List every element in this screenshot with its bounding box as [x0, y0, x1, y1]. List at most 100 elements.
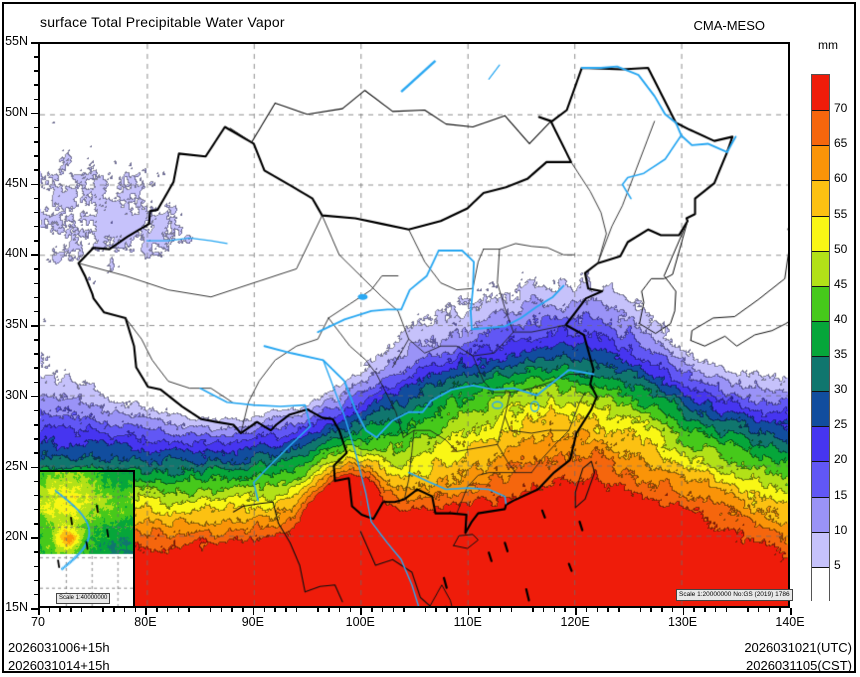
x-tick-minor: [639, 608, 642, 612]
colorbar-segment[interactable]: [812, 145, 829, 181]
y-tick-minor: [34, 480, 38, 483]
x-tick-minor: [371, 608, 373, 612]
colorbar[interactable]: [811, 74, 830, 602]
map-raster: [40, 44, 788, 606]
x-tick-label: 90E: [241, 615, 264, 629]
y-tick-minor: [34, 84, 38, 86]
colorbar-tick-label: 50: [834, 241, 848, 256]
x-tick-minor: [693, 608, 695, 612]
x-tick-minor: [166, 608, 169, 612]
colorbar-segment[interactable]: [812, 215, 829, 251]
y-tick-minor: [34, 282, 38, 285]
y-tick-label: 50N: [5, 104, 28, 119]
y-tick-minor: [34, 98, 38, 101]
y-tick: [31, 254, 38, 256]
x-tick-minor: [59, 608, 61, 612]
x-tick-minor: [456, 608, 459, 612]
x-tick-minor: [263, 608, 266, 612]
y-tick-minor: [34, 268, 38, 270]
footer-valid-time-cst: 2026031105(CST): [746, 658, 852, 673]
y-tick-minor: [34, 579, 38, 582]
x-tick-minor: [349, 608, 352, 612]
colorbar-segment[interactable]: [812, 566, 829, 602]
y-tick: [31, 183, 38, 185]
y-tick-minor: [34, 353, 38, 355]
x-tick-label: 70: [31, 615, 45, 629]
colorbar-tick-label: 70: [834, 101, 848, 116]
x-tick: [252, 608, 255, 615]
colorbar-segment[interactable]: [812, 426, 829, 462]
x-tick-minor: [80, 608, 83, 612]
y-tick-minor: [34, 310, 38, 313]
colorbar-tick-label: 25: [834, 417, 848, 432]
y-tick: [31, 466, 38, 468]
x-tick-minor: [585, 608, 588, 612]
x-tick-minor: [489, 608, 491, 612]
colorbar-segment[interactable]: [812, 356, 829, 392]
page-title: surface Total Precipitable Water Vapor: [40, 14, 285, 30]
x-tick-minor: [70, 608, 72, 612]
y-tick-minor: [34, 508, 38, 511]
x-tick-minor: [220, 608, 223, 612]
x-tick-minor: [747, 608, 749, 612]
x-tick-minor: [725, 608, 728, 612]
y-tick-minor: [34, 56, 38, 58]
x-tick-minor: [188, 608, 190, 612]
y-tick: [31, 608, 38, 610]
main-map-scale-label: Scale 1:20000000 No:GS (2019) 1786: [676, 589, 793, 601]
x-tick: [145, 608, 147, 615]
colorbar-tick-label: 15: [834, 487, 848, 502]
x-tick-minor: [177, 608, 180, 612]
x-tick-minor: [435, 608, 437, 612]
x-tick-minor: [134, 608, 137, 612]
x-tick-minor: [532, 608, 534, 612]
y-tick-label: 35N: [5, 317, 28, 331]
y-tick-minor: [34, 593, 38, 596]
x-tick-minor: [768, 608, 770, 612]
y-tick-minor: [34, 141, 38, 143]
colorbar-segment[interactable]: [812, 110, 829, 146]
y-tick-minor: [34, 565, 38, 568]
x-tick-minor: [156, 608, 158, 612]
x-tick-minor: [123, 608, 126, 612]
colorbar-tick-label: 55: [834, 206, 848, 221]
model-label: CMA-MESO: [693, 18, 766, 33]
x-tick: [682, 608, 685, 615]
y-tick: [31, 537, 38, 539]
colorbar-segment[interactable]: [812, 496, 829, 532]
y-tick: [31, 325, 38, 327]
x-tick-minor: [564, 608, 566, 612]
x-tick-minor: [338, 608, 341, 612]
colorbar-segment[interactable]: [812, 461, 829, 497]
colorbar-tick-label: 20: [834, 452, 848, 467]
colorbar-segment[interactable]: [812, 320, 829, 357]
colorbar-tick-label: 10: [834, 522, 848, 537]
x-tick-minor: [231, 608, 233, 612]
x-tick-label: 110E: [453, 615, 482, 629]
map-plot-area[interactable]: [38, 42, 790, 608]
x-tick-label: 100E: [345, 615, 375, 629]
x-tick-minor: [317, 608, 319, 612]
colorbar-tick-label: 5: [834, 557, 841, 572]
y-tick-minor: [34, 225, 38, 228]
south-china-sea-inset[interactable]: Scale 1:40000000: [38, 470, 135, 608]
colorbar-segment[interactable]: [812, 285, 829, 321]
y-tick-label: 55N: [5, 34, 28, 48]
y-tick-minor: [34, 367, 38, 369]
x-tick-minor: [113, 608, 115, 612]
y-tick: [31, 42, 38, 44]
colorbar-segment[interactable]: [812, 250, 829, 286]
colorbar-segment[interactable]: [812, 531, 829, 567]
inset-scale-label: Scale 1:40000000: [56, 593, 111, 604]
x-tick-minor: [596, 608, 599, 612]
colorbar-tick-label: 60: [834, 171, 848, 186]
colorbar-segment[interactable]: [812, 75, 829, 111]
x-tick-minor: [618, 608, 620, 612]
colorbar-segment[interactable]: [812, 180, 829, 216]
y-tick-minor: [34, 169, 38, 171]
inset-raster: [40, 472, 133, 606]
y-tick-minor: [34, 409, 38, 412]
x-tick: [575, 608, 577, 615]
colorbar-segment[interactable]: [812, 391, 829, 427]
